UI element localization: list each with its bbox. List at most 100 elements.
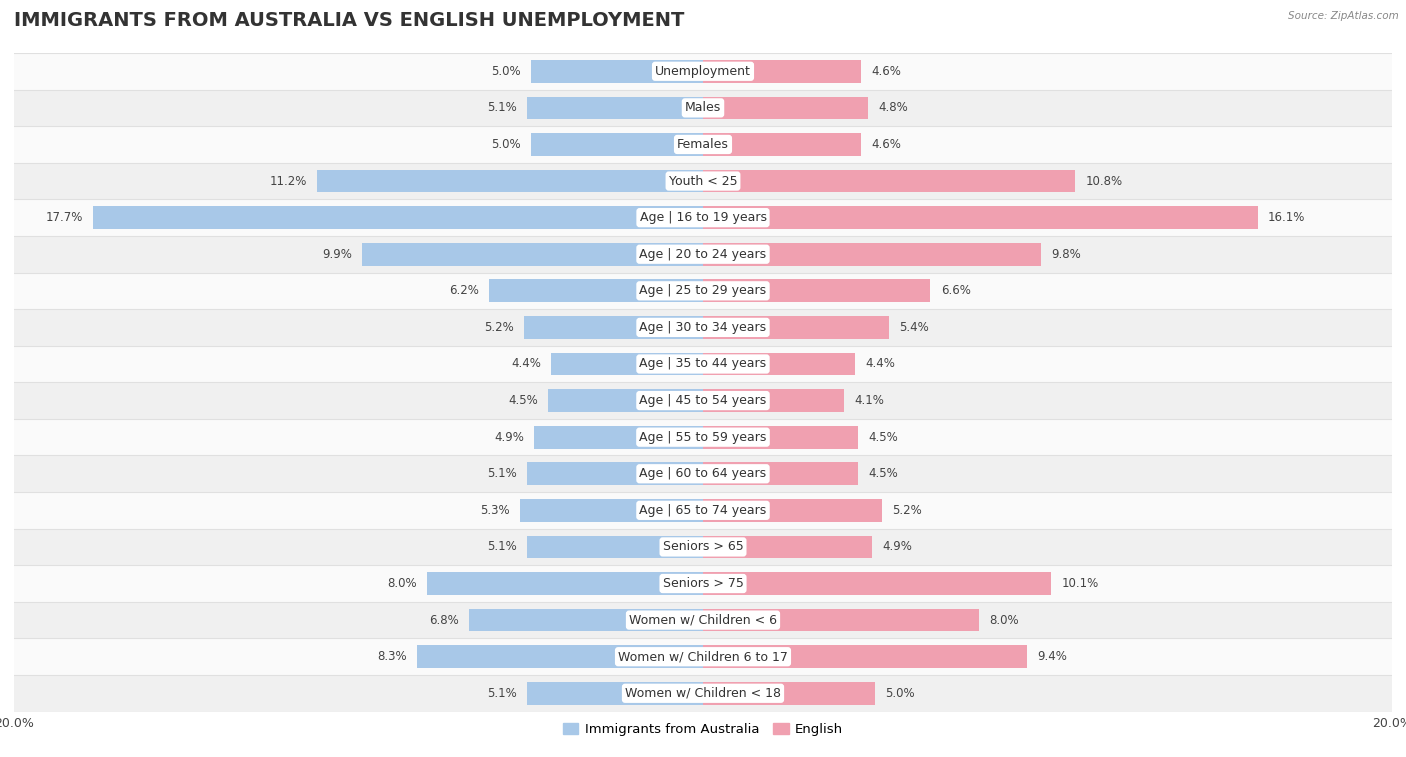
Text: 16.1%: 16.1%	[1268, 211, 1305, 224]
Bar	[14, 492, 1392, 528]
Text: 5.3%: 5.3%	[481, 504, 510, 517]
Text: 9.8%: 9.8%	[1050, 248, 1081, 260]
Text: Age | 35 to 44 years: Age | 35 to 44 years	[640, 357, 766, 370]
Text: 4.1%: 4.1%	[855, 394, 884, 407]
Bar	[14, 53, 1392, 89]
Bar	[703, 426, 858, 448]
Text: Youth < 25: Youth < 25	[669, 175, 737, 188]
Text: 4.4%: 4.4%	[865, 357, 894, 370]
Bar	[703, 97, 869, 119]
Bar	[703, 463, 858, 485]
Text: 9.4%: 9.4%	[1038, 650, 1067, 663]
Text: Women w/ Children 6 to 17: Women w/ Children 6 to 17	[619, 650, 787, 663]
Bar	[527, 536, 703, 558]
Bar	[703, 207, 1257, 229]
Bar	[14, 199, 1392, 236]
Text: 4.5%: 4.5%	[508, 394, 537, 407]
Text: 5.1%: 5.1%	[488, 687, 517, 699]
Text: Age | 30 to 34 years: Age | 30 to 34 years	[640, 321, 766, 334]
Text: 5.1%: 5.1%	[488, 101, 517, 114]
Text: 5.2%: 5.2%	[484, 321, 513, 334]
Bar	[489, 279, 703, 302]
Bar	[14, 638, 1392, 675]
Text: Age | 65 to 74 years: Age | 65 to 74 years	[640, 504, 766, 517]
Text: 4.8%: 4.8%	[879, 101, 908, 114]
Bar	[14, 126, 1392, 163]
Bar	[703, 170, 1076, 192]
Text: 5.1%: 5.1%	[488, 467, 517, 480]
Bar	[534, 426, 703, 448]
Text: Age | 45 to 54 years: Age | 45 to 54 years	[640, 394, 766, 407]
Text: 5.2%: 5.2%	[893, 504, 922, 517]
Text: 6.6%: 6.6%	[941, 285, 970, 298]
Bar	[703, 243, 1040, 266]
Bar	[703, 646, 1026, 668]
Text: Females: Females	[678, 138, 728, 151]
Text: 8.3%: 8.3%	[377, 650, 406, 663]
Bar	[427, 572, 703, 595]
Bar	[531, 60, 703, 83]
Bar	[468, 609, 703, 631]
Bar	[703, 316, 889, 338]
Bar	[551, 353, 703, 375]
Bar	[527, 682, 703, 705]
Text: 10.8%: 10.8%	[1085, 175, 1122, 188]
Bar	[14, 89, 1392, 126]
Text: Source: ZipAtlas.com: Source: ZipAtlas.com	[1288, 11, 1399, 21]
Bar	[703, 389, 844, 412]
Bar	[14, 602, 1392, 638]
Text: Seniors > 65: Seniors > 65	[662, 540, 744, 553]
Text: 4.9%: 4.9%	[882, 540, 912, 553]
Text: Unemployment: Unemployment	[655, 65, 751, 78]
Text: Age | 25 to 29 years: Age | 25 to 29 years	[640, 285, 766, 298]
Text: 11.2%: 11.2%	[270, 175, 307, 188]
Text: 8.0%: 8.0%	[988, 614, 1018, 627]
Text: 4.9%: 4.9%	[494, 431, 524, 444]
Bar	[14, 565, 1392, 602]
Bar	[531, 133, 703, 156]
Bar	[703, 60, 862, 83]
Bar	[93, 207, 703, 229]
Text: 4.5%: 4.5%	[869, 467, 898, 480]
Text: 5.0%: 5.0%	[491, 65, 520, 78]
Text: Age | 20 to 24 years: Age | 20 to 24 years	[640, 248, 766, 260]
Bar	[14, 309, 1392, 346]
Bar	[14, 236, 1392, 273]
Text: 5.0%: 5.0%	[491, 138, 520, 151]
Legend: Immigrants from Australia, English: Immigrants from Australia, English	[557, 717, 849, 741]
Bar	[14, 675, 1392, 712]
Bar	[527, 463, 703, 485]
Bar	[14, 163, 1392, 199]
Text: 5.4%: 5.4%	[900, 321, 929, 334]
Text: 9.9%: 9.9%	[322, 248, 352, 260]
Bar	[418, 646, 703, 668]
Text: 5.1%: 5.1%	[488, 540, 517, 553]
Bar	[524, 316, 703, 338]
Text: 6.8%: 6.8%	[429, 614, 458, 627]
Bar	[703, 572, 1050, 595]
Text: 4.5%: 4.5%	[869, 431, 898, 444]
Text: Age | 16 to 19 years: Age | 16 to 19 years	[640, 211, 766, 224]
Text: IMMIGRANTS FROM AUSTRALIA VS ENGLISH UNEMPLOYMENT: IMMIGRANTS FROM AUSTRALIA VS ENGLISH UNE…	[14, 11, 685, 30]
Bar	[14, 419, 1392, 456]
Text: 4.4%: 4.4%	[512, 357, 541, 370]
Text: 6.2%: 6.2%	[450, 285, 479, 298]
Bar	[14, 456, 1392, 492]
Bar	[703, 133, 862, 156]
Bar	[527, 97, 703, 119]
Text: Age | 60 to 64 years: Age | 60 to 64 years	[640, 467, 766, 480]
Text: 8.0%: 8.0%	[388, 577, 418, 590]
Text: Women w/ Children < 18: Women w/ Children < 18	[626, 687, 780, 699]
Bar	[14, 346, 1392, 382]
Bar	[703, 536, 872, 558]
Text: 10.1%: 10.1%	[1062, 577, 1098, 590]
Bar	[361, 243, 703, 266]
Bar	[703, 609, 979, 631]
Bar	[703, 499, 882, 522]
Bar	[548, 389, 703, 412]
Text: Seniors > 75: Seniors > 75	[662, 577, 744, 590]
Text: Age | 55 to 59 years: Age | 55 to 59 years	[640, 431, 766, 444]
Text: 4.6%: 4.6%	[872, 65, 901, 78]
Bar	[703, 279, 931, 302]
Text: 4.6%: 4.6%	[872, 138, 901, 151]
